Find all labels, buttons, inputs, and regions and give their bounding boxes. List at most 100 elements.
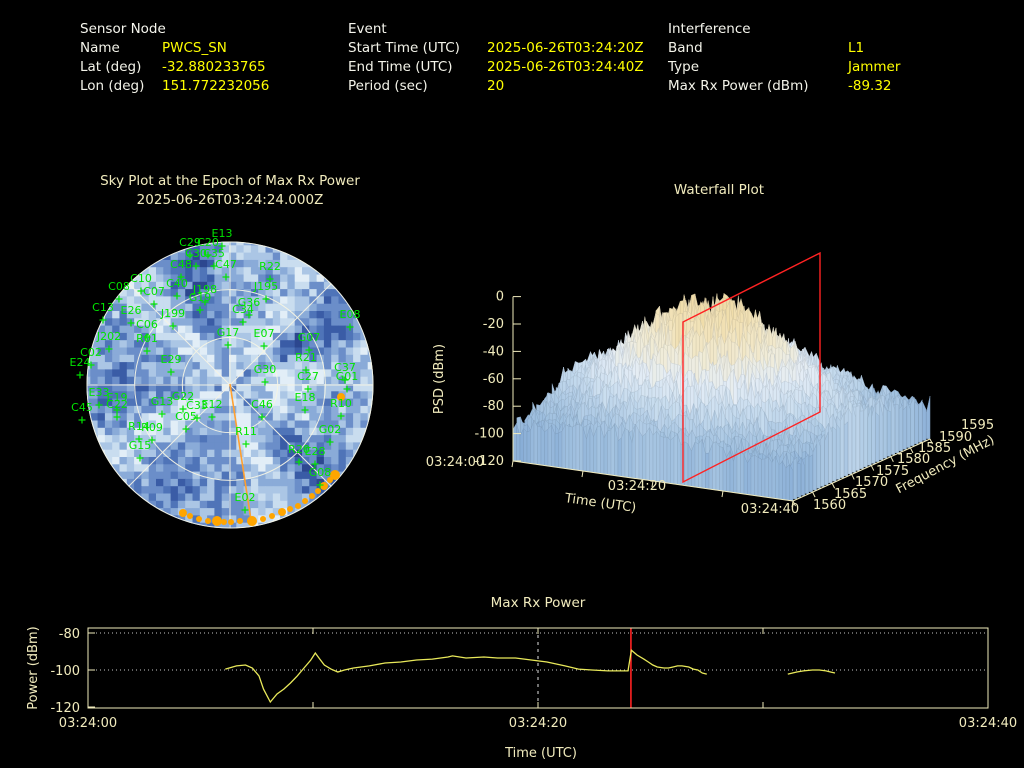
timeseries-title: Max Rx Power [490, 595, 586, 611]
svg-text:E12: E12 [202, 398, 223, 411]
svg-text:E26: E26 [121, 304, 142, 317]
skyplot-title-line1: Sky Plot at the Epoch of Max Rx Power [100, 173, 360, 189]
svg-text:E18: E18 [295, 391, 316, 404]
svg-text:G15: G15 [129, 439, 152, 452]
svg-text:C05: C05 [175, 410, 197, 423]
sensor-lat-row: Lat (deg) -32.880233765 [80, 58, 266, 77]
svg-text:C27: C27 [297, 370, 319, 383]
svg-text:G02: G02 [319, 423, 342, 436]
svg-text:-120: -120 [474, 454, 504, 469]
svg-text:03:24:00: 03:24:00 [426, 455, 484, 470]
svg-text:1595: 1595 [961, 418, 994, 433]
svg-text:G08: G08 [309, 466, 332, 479]
svg-text:J195: J195 [253, 280, 278, 293]
svg-text:G07: G07 [298, 331, 321, 344]
svg-text:C06: C06 [136, 318, 158, 331]
svg-text:03:24:40: 03:24:40 [959, 716, 1017, 731]
svg-text:C40: C40 [166, 277, 188, 290]
svg-text:C22: C22 [106, 398, 128, 411]
interference-title: Interference [668, 21, 751, 37]
sensor-lat-label: Lat (deg) [80, 59, 142, 75]
interference-band-value: L1 [848, 40, 865, 56]
svg-text:G19: G19 [189, 291, 212, 304]
svg-text:C02: C02 [80, 346, 102, 359]
svg-text:C08: C08 [108, 280, 130, 293]
svg-text:C20: C20 [197, 236, 219, 249]
svg-text:1565: 1565 [834, 487, 867, 502]
svg-text:-60: -60 [483, 372, 504, 387]
svg-text:C07: C07 [143, 285, 165, 298]
interference-type-label: Type [668, 59, 700, 75]
interference-track-dots [179, 393, 345, 526]
svg-text:G30: G30 [254, 363, 277, 376]
event-end-value: 2025-06-26T03:24:40Z [487, 59, 644, 75]
svg-text:R10: R10 [330, 397, 352, 410]
interference-power-row: Max Rx Power (dBm) -89.32 [668, 77, 892, 96]
event-start-row: Start Time (UTC) 2025-06-26T03:24:20Z [348, 39, 644, 58]
event-end-row: End Time (UTC) 2025-06-26T03:24:40Z [348, 58, 644, 77]
event-title: Event [348, 21, 387, 37]
svg-text:J198: J198 [192, 283, 217, 296]
svg-text:E02: E02 [235, 491, 256, 504]
waterfall-surface [512, 292, 931, 502]
interference-epoch-line [229, 383, 252, 521]
timeseries-line [225, 648, 836, 704]
svg-text:C33: C33 [186, 399, 208, 412]
svg-text:R20: R20 [288, 443, 310, 456]
svg-text:E28: E28 [305, 445, 326, 458]
sensor-node-panel: Sensor Node Name PWCS_SN Lat (deg) -32.8… [80, 20, 269, 96]
svg-text:C10: C10 [130, 272, 152, 285]
svg-text:C45: C45 [71, 401, 93, 414]
event-period-value: 20 [487, 78, 505, 94]
sensor-lon-label: Lon (deg) [80, 78, 145, 94]
svg-text:0: 0 [496, 290, 504, 305]
svg-text:1585: 1585 [918, 441, 951, 456]
skyplot-title: Sky Plot at the Epoch of Max Rx Power 20… [48, 172, 412, 210]
interference-type-row: Type Jammer [668, 58, 900, 77]
svg-text:E07: E07 [254, 327, 275, 340]
event-start-value: 2025-06-26T03:24:20Z [487, 40, 644, 56]
event-start-label: Start Time (UTC) [348, 40, 460, 56]
svg-text:G01: G01 [336, 370, 359, 383]
svg-text:R21: R21 [295, 351, 317, 364]
svg-text:03:24:00: 03:24:00 [59, 716, 117, 731]
svg-text:1590: 1590 [939, 430, 972, 445]
svg-text:C37: C37 [334, 361, 356, 374]
svg-text:J202: J202 [96, 330, 121, 343]
svg-text:G36: G36 [238, 296, 261, 309]
timeseries-axes: 03:24:00 03:24:20 03:24:40 -80 -100 -120 Power… [26, 626, 1017, 761]
waterfall-title: Waterfall Plot [673, 182, 765, 198]
svg-text:PSD (dBm): PSD (dBm) [432, 344, 447, 414]
skyplot-title-line2: 2025-06-26T03:24:24.000Z [136, 192, 324, 208]
event-period-label: Period (sec) [348, 78, 428, 94]
svg-text:J199: J199 [160, 307, 185, 320]
svg-text:03:24:20: 03:24:20 [509, 716, 567, 731]
svg-text:C30: C30 [185, 247, 207, 260]
svg-text:1560: 1560 [813, 498, 846, 513]
event-end-label: End Time (UTC) [348, 59, 453, 75]
svg-text:C47: C47 [215, 258, 237, 271]
svg-text:Time (UTC): Time (UTC) [504, 746, 577, 761]
svg-text:G17: G17 [217, 326, 240, 339]
svg-text:R01: R01 [136, 332, 158, 345]
svg-text:1570: 1570 [855, 475, 888, 490]
svg-text:E19: E19 [107, 391, 128, 404]
interference-panel: Interference Band L1 Type Jammer Max Rx … [668, 20, 900, 96]
sensor-lon-row: Lon (deg) 151.772232056 [80, 77, 269, 96]
svg-text:1580: 1580 [897, 452, 930, 467]
svg-text:C13: C13 [92, 301, 114, 314]
svg-text:-80: -80 [483, 399, 504, 414]
svg-text:-20: -20 [483, 317, 504, 332]
svg-text:Power (dBm): Power (dBm) [26, 626, 41, 709]
svg-text:R09: R09 [141, 421, 163, 434]
max-rx-power-chart: 03:24:00 03:24:20 03:24:40 -80 -100 -120 Power… [26, 626, 1017, 761]
sensor-name-value: PWCS_SN [162, 40, 227, 56]
svg-text:-40: -40 [483, 344, 504, 359]
sensor-lon-value: 151.772232056 [162, 78, 270, 94]
svg-text:1575: 1575 [876, 464, 909, 479]
svg-text:C34: C34 [232, 303, 254, 316]
svg-text:-80: -80 [59, 627, 80, 642]
interference-power-label: Max Rx Power (dBm) [668, 78, 809, 94]
